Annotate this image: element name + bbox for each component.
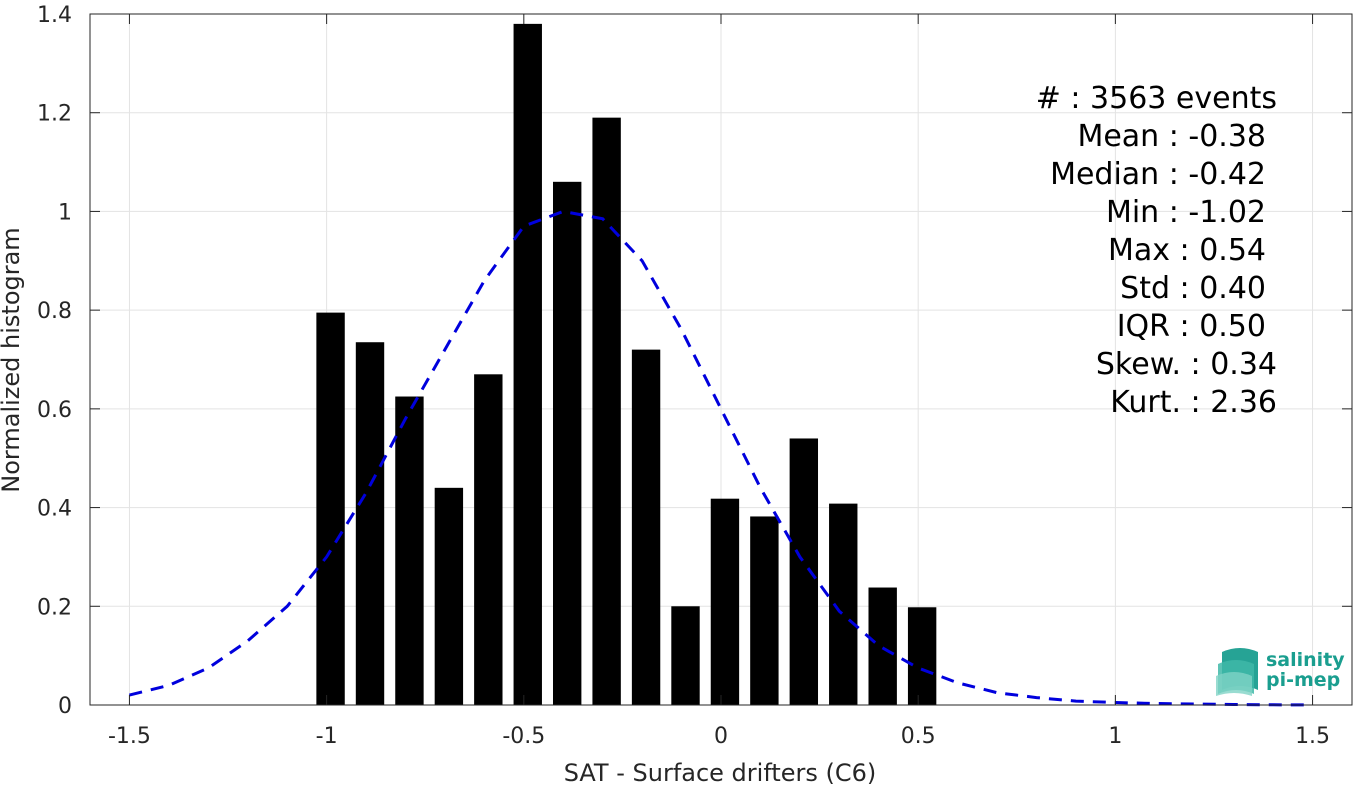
histogram-bar: [868, 587, 897, 705]
histogram-bar: [355, 342, 385, 705]
stat-skew: Skew. : 0.34: [1096, 347, 1277, 382]
x-tick-label: 0: [714, 724, 728, 749]
axes: [89, 13, 1353, 706]
salinity-pimep-logo: salinity pi-mep: [1216, 648, 1345, 696]
histogram-bar: [474, 374, 503, 705]
logo-line1: salinity: [1266, 649, 1345, 671]
histogram-bar: [907, 607, 937, 705]
x-tick-label: 1.5: [1295, 724, 1330, 749]
y-tick-label: 0.4: [37, 497, 72, 522]
y-tick-label: 0.6: [37, 398, 72, 423]
y-tick-label: 0.2: [37, 595, 72, 620]
stat-median: Median : -0.42: [1050, 157, 1266, 192]
y-tick-labels: 0 0.2 0.4 0.6 0.8 1 1.2 1.4: [37, 3, 72, 719]
histogram-bar: [592, 117, 621, 705]
histogram-bar: [789, 438, 819, 705]
stat-count: # : 3563 events: [1036, 81, 1277, 116]
histogram-bar: [552, 181, 582, 706]
x-tick-labels: -1.5 -1 -0.5 0 0.5 1 1.5: [108, 724, 1330, 749]
stat-kurt: Kurt. : 2.36: [1110, 385, 1277, 420]
stat-max: Max : 0.54: [1108, 233, 1266, 268]
x-tick-label: -0.5: [502, 724, 545, 749]
x-tick-label: 1: [1108, 724, 1122, 749]
y-tick-label: 0: [58, 694, 72, 719]
x-tick-label: -1: [316, 724, 338, 749]
y-tick-label: 1: [58, 200, 72, 225]
stat-mean: Mean : -0.38: [1077, 119, 1266, 154]
histogram-bar: [316, 312, 345, 705]
histogram-bar: [671, 606, 700, 705]
stats-box: # : 3563 events Mean : -0.38 Median : -0…: [1036, 81, 1277, 420]
histogram-bar: [710, 498, 740, 705]
x-axis-label: SAT - Surface drifters (C6): [564, 759, 877, 785]
histogram-bar: [434, 487, 464, 705]
histogram-bars: [316, 23, 937, 706]
histogram-bar: [631, 349, 661, 705]
x-tick-label: 0.5: [901, 724, 936, 749]
y-axis-label: Normalized histogram: [0, 227, 25, 492]
histogram-bar: [513, 23, 542, 705]
y-tick-label: 1.2: [37, 102, 72, 127]
stat-std: Std : 0.40: [1120, 271, 1266, 306]
x-tick-label: -1.5: [108, 724, 151, 749]
logo-line2: pi-mep: [1266, 669, 1340, 691]
histogram-bar: [750, 516, 779, 705]
y-tick-label: 1.4: [37, 3, 72, 28]
logo-wave-icon: [1216, 648, 1258, 696]
stat-iqr: IQR : 0.50: [1117, 309, 1266, 344]
stat-min: Min : -1.02: [1106, 195, 1266, 230]
histogram-bar: [395, 396, 424, 705]
y-tick-label: 0.8: [37, 299, 72, 324]
